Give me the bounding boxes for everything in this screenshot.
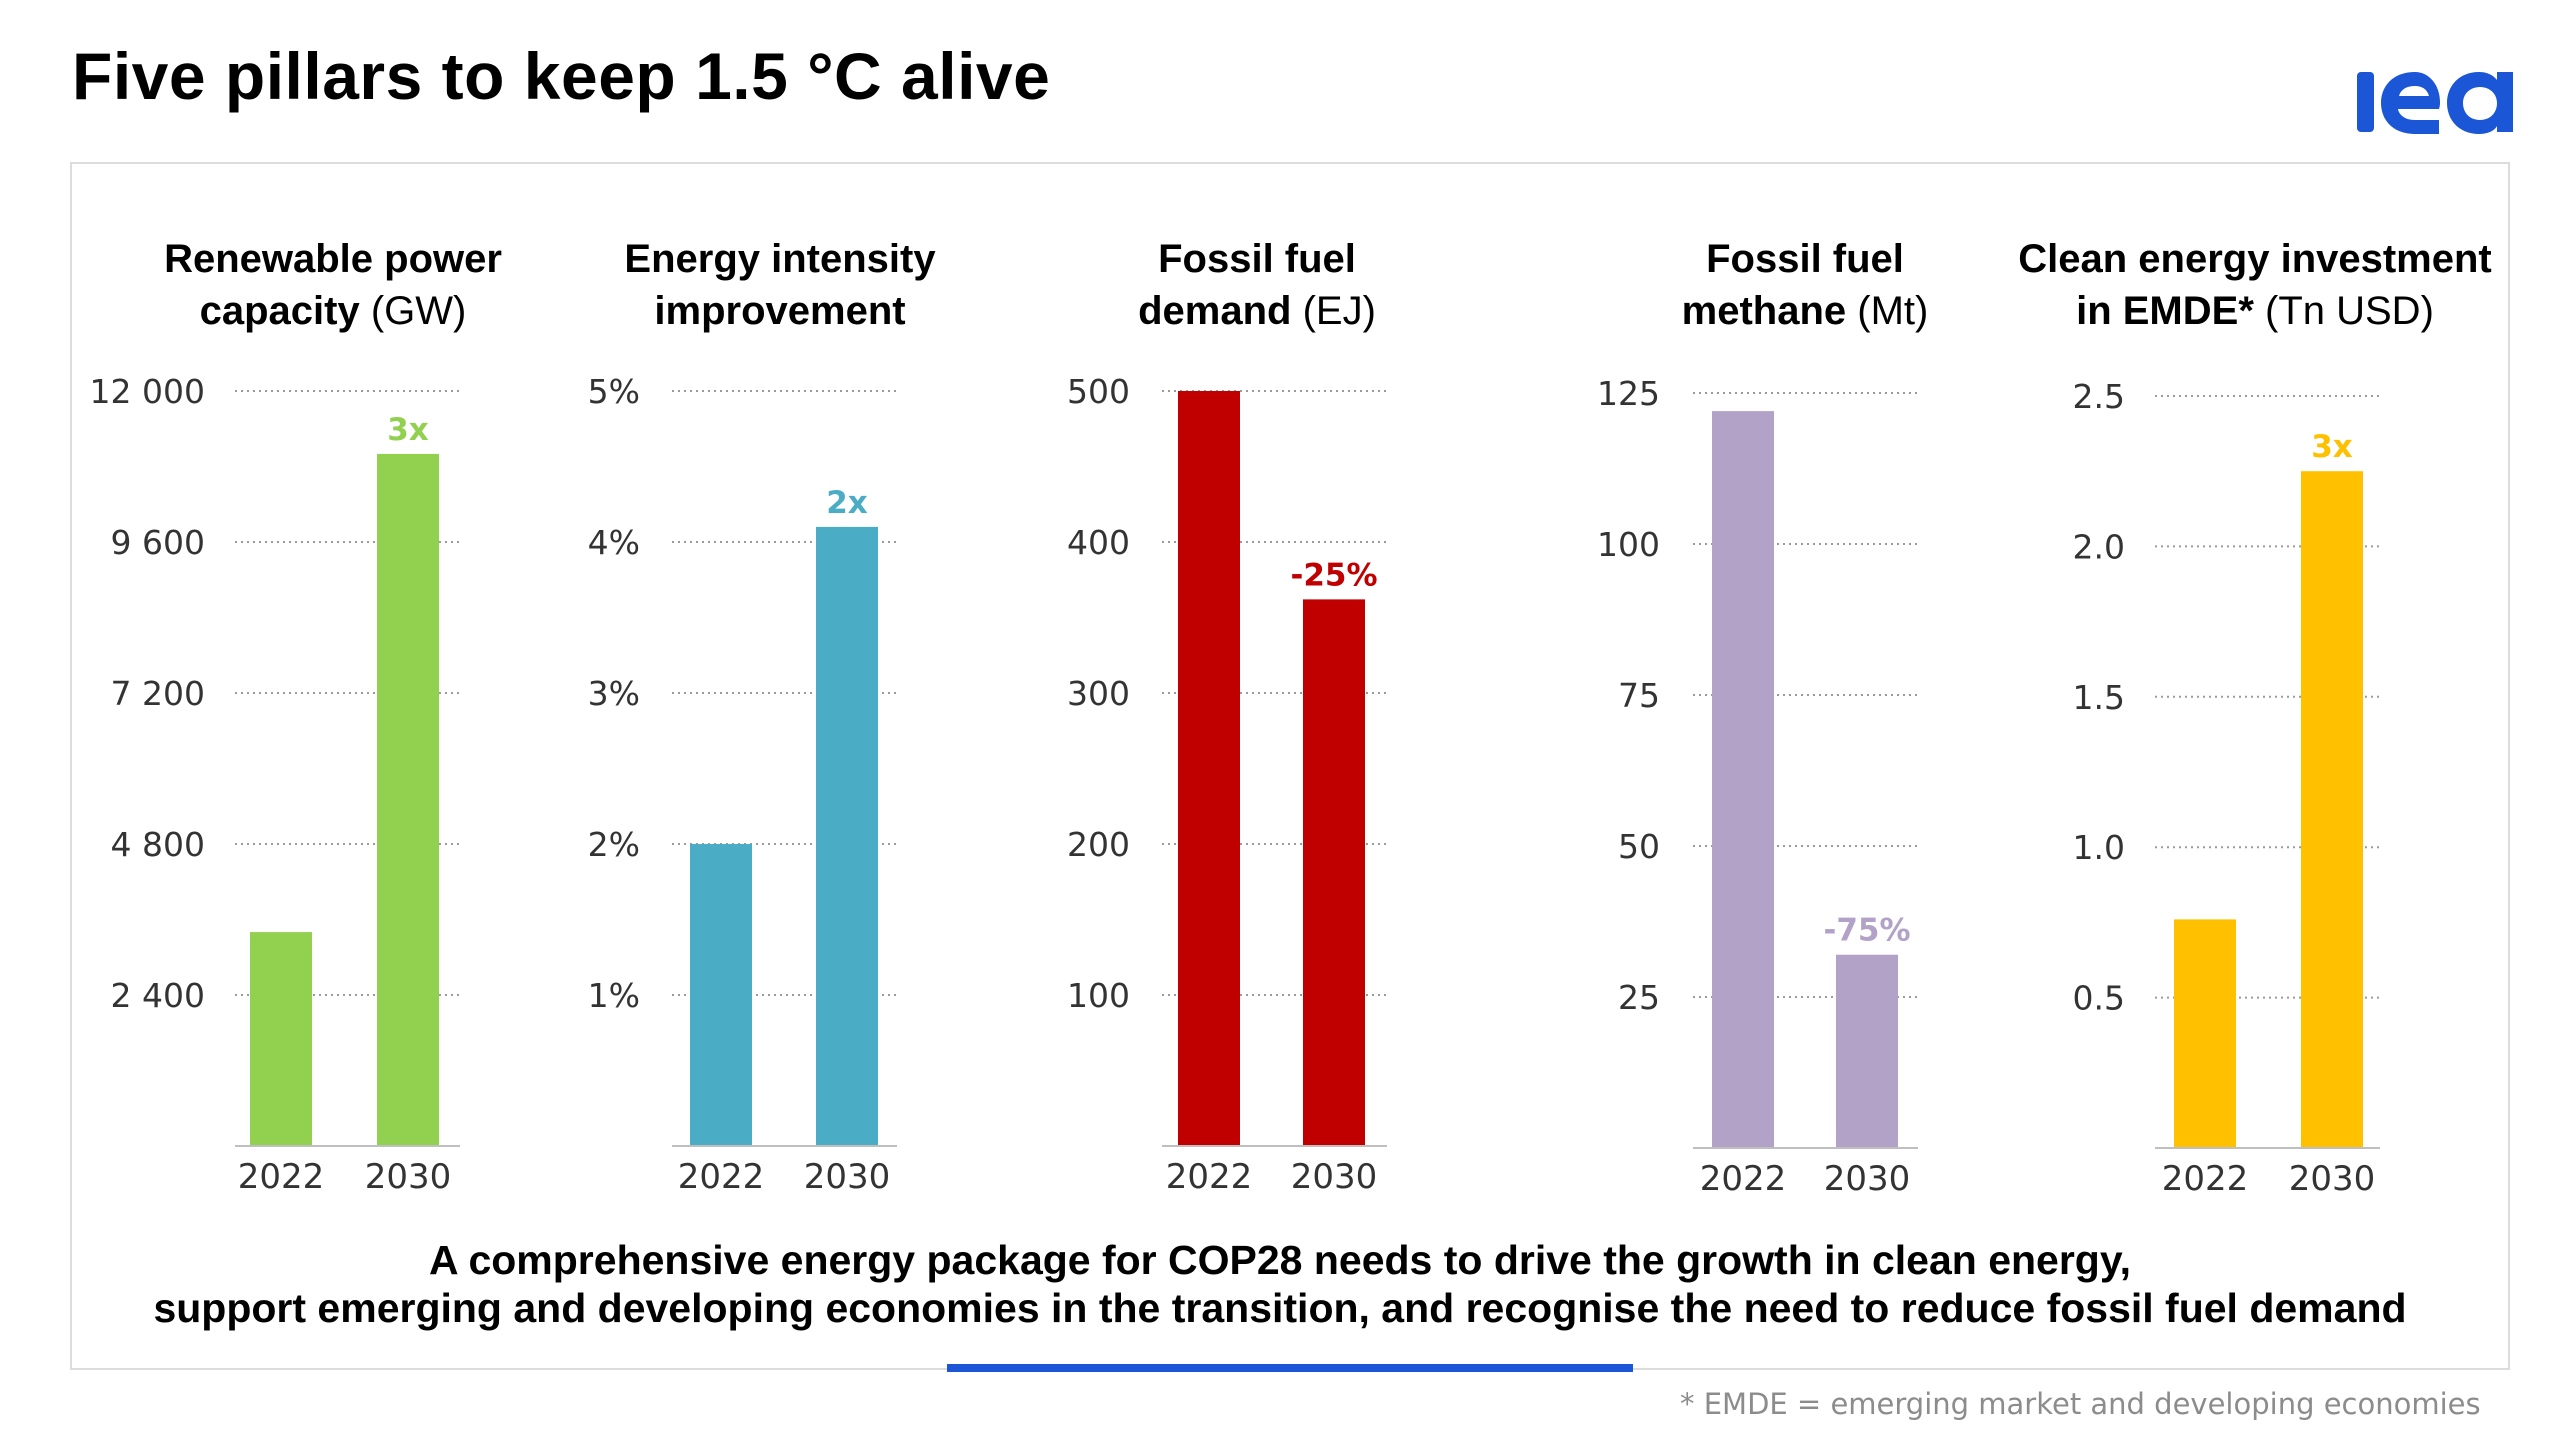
bar-2030 — [377, 453, 439, 1147]
chart-3: Fossil fuel demand (EJ) 100 200 300 400 500 202… — [1067, 237, 1387, 1197]
bar-2022 — [250, 932, 312, 1146]
y-tick-label: 4 800 — [111, 825, 205, 864]
x-tick-label: 2022 — [1700, 1159, 1787, 1199]
y-tick-label: 100 — [1597, 525, 1660, 564]
accent-bar — [947, 1364, 1633, 1372]
logo-letter-a — [2447, 72, 2513, 134]
chart-title-unit: (GW) — [360, 289, 467, 333]
chart-title-unit: (Mt) — [1846, 289, 1928, 333]
x-tick-label: 2030 — [2289, 1159, 2376, 1199]
y-tick-label: 300 — [1067, 674, 1130, 713]
page-title: Five pillars to keep 1.5 °C alive — [72, 39, 1051, 113]
chart-title-line-2: in EMDE* (Tn USD) — [2076, 289, 2434, 333]
bar-2022 — [1178, 391, 1240, 1146]
bar-2022 — [2174, 919, 2236, 1148]
x-tick-label: 2022 — [678, 1157, 765, 1197]
y-tick-label: 50 — [1618, 827, 1660, 866]
chart-title-unit: (Tn USD) — [2254, 289, 2434, 333]
bar-2030 — [816, 526, 878, 1146]
y-tick-label: 1.0 — [2073, 828, 2125, 867]
y-tick-label: 400 — [1067, 523, 1130, 562]
chart-title: Clean energy investment in EMDE* (Tn USD) — [2018, 237, 2492, 333]
x-tick-label: 2030 — [1291, 1157, 1378, 1197]
chart-title-bold: improvement — [654, 289, 905, 333]
y-tick-label: 0.5 — [2073, 979, 2125, 1018]
chart-title-line-1: Renewable power — [164, 237, 502, 281]
y-tick-label: 2% — [588, 825, 640, 864]
x-tick-label: 2030 — [1824, 1159, 1911, 1199]
bar-annotation: -25% — [1290, 557, 1377, 593]
y-tick-label: 500 — [1067, 372, 1130, 411]
y-tick-label: 100 — [1067, 976, 1130, 1015]
chart-5: Clean energy investment in EMDE* (Tn USD)… — [2018, 237, 2492, 1199]
chart-1: Renewable power capacity (GW) 2 400 4 800 7 … — [90, 237, 502, 1197]
iea-logo — [2357, 72, 2513, 134]
x-tick-label: 2022 — [1166, 1157, 1253, 1197]
bar-2022 — [690, 844, 752, 1146]
chart-title-bold: capacity — [200, 289, 361, 333]
bar-annotation: 3x — [2311, 429, 2353, 465]
chart-title-line-1: Fossil fuel — [1158, 237, 1356, 281]
y-tick-label: 25 — [1618, 978, 1660, 1017]
logo-letter-i — [2357, 72, 2374, 132]
y-tick-label: 75 — [1618, 676, 1660, 715]
y-tick-label: 2 400 — [111, 976, 205, 1015]
y-tick-label: 1% — [588, 976, 640, 1015]
x-tick-label: 2022 — [238, 1157, 325, 1197]
chart-title: Renewable power capacity (GW) — [164, 237, 502, 333]
chart-title-bold: in EMDE* — [2076, 289, 2254, 333]
y-tick-label: 7 200 — [111, 674, 205, 713]
chart-2: Energy intensity improvement 1% 2% 3% 4% 5% 202… — [588, 237, 937, 1197]
chart-title: Fossil fuel methane (Mt) — [1682, 237, 1929, 333]
x-tick-label: 2022 — [2162, 1159, 2249, 1199]
chart-title-unit: (EJ) — [1291, 289, 1375, 333]
bar-2030 — [2301, 471, 2363, 1148]
chart-title: Fossil fuel demand (EJ) — [1138, 237, 1376, 333]
y-tick-label: 5% — [588, 372, 640, 411]
y-tick-label: 125 — [1597, 374, 1660, 413]
logo-letter-e — [2381, 72, 2440, 134]
bar-2030 — [1303, 599, 1365, 1146]
y-tick-label: 1.5 — [2073, 678, 2125, 717]
y-tick-label: 12 000 — [90, 372, 205, 411]
chart-title-bold: methane — [1682, 289, 1847, 333]
chart-title-line-2: capacity (GW) — [200, 289, 467, 333]
y-tick-label: 2.5 — [2073, 377, 2125, 416]
bar-annotation: -75% — [1823, 913, 1910, 949]
y-tick-label: 4% — [588, 523, 640, 562]
x-tick-label: 2030 — [804, 1157, 891, 1197]
bar-2030 — [1836, 954, 1898, 1148]
footnote: * EMDE = emerging market and developing … — [1680, 1387, 2481, 1421]
y-tick-label: 200 — [1067, 825, 1130, 864]
chart-title-bold: demand — [1138, 289, 1291, 333]
chart-title-line-2: improvement — [654, 289, 905, 333]
x-tick-label: 2030 — [365, 1157, 452, 1197]
footer-line-1: A comprehensive energy package for COP28… — [428, 1237, 2132, 1283]
bar-annotation: 3x — [387, 412, 429, 448]
footer-line-2: support emerging and developing economie… — [153, 1285, 2407, 1331]
footer-message: A comprehensive energy package for COP28… — [0, 1236, 2560, 1332]
chart-title-line-2: methane (Mt) — [1682, 289, 1929, 333]
chart-title-line-1: Clean energy investment — [2018, 237, 2492, 281]
y-tick-label: 2.0 — [2073, 527, 2125, 566]
chart-title-line-1: Fossil fuel — [1706, 237, 1904, 281]
y-tick-label: 9 600 — [111, 523, 205, 562]
chart-title-line-2: demand (EJ) — [1138, 289, 1376, 333]
y-tick-label: 3% — [588, 674, 640, 713]
bar-2022 — [1712, 411, 1774, 1148]
chart-title: Energy intensity improvement — [624, 237, 936, 333]
chart-title-line-1: Energy intensity — [624, 237, 936, 281]
chart-4: Fossil fuel methane (Mt) 25 50 75 100 125 2022 2… — [1597, 237, 1928, 1199]
bar-annotation: 2x — [826, 485, 868, 521]
